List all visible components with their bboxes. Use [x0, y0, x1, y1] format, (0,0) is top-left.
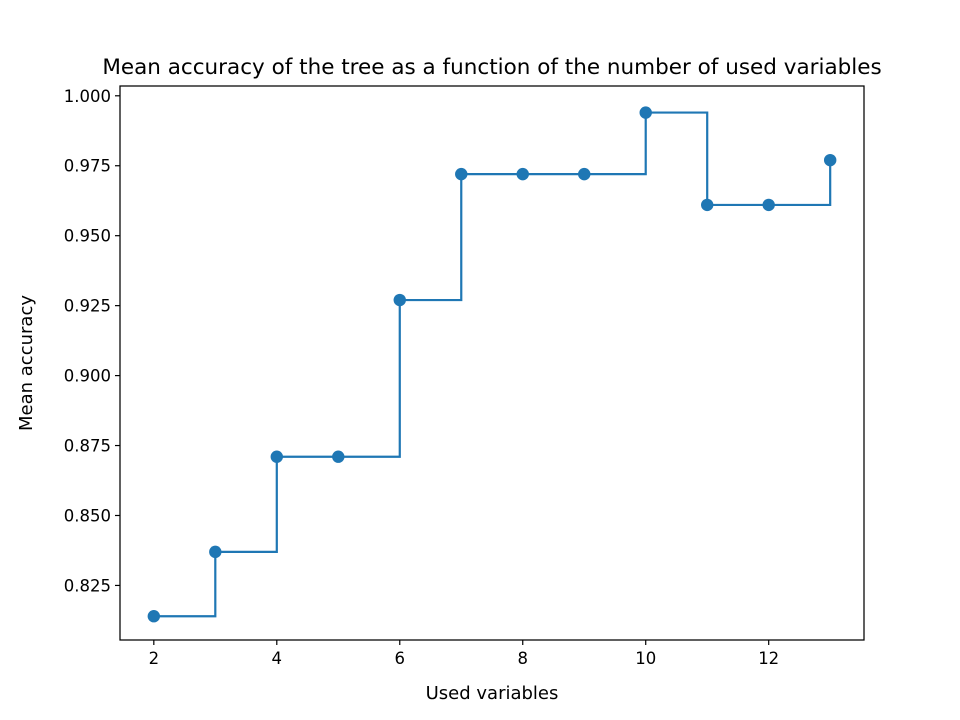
x-axis-label: Used variables — [426, 683, 559, 704]
data-point-11 — [701, 198, 714, 212]
data-point-7 — [455, 167, 468, 181]
data-point-8 — [516, 167, 529, 181]
data-point-10 — [639, 106, 652, 119]
data-point-2 — [147, 610, 161, 623]
data-point-3 — [209, 545, 222, 559]
data-point-12 — [762, 198, 775, 212]
x-tick-label: 6 — [395, 649, 406, 668]
x-tick-label: 4 — [272, 649, 283, 668]
data-point-5 — [332, 450, 345, 463]
y-tick-label: 1.000 — [64, 87, 111, 106]
y-tick-label: 0.925 — [64, 297, 111, 316]
x-tick-label: 2 — [149, 649, 160, 668]
y-tick-label: 0.975 — [64, 157, 111, 176]
axes-frame — [119, 85, 865, 641]
x-tick-label: 12 — [758, 649, 779, 668]
y-tick-label: 0.850 — [64, 506, 111, 525]
data-point-9 — [578, 167, 591, 181]
y-axis-label: Mean accuracy — [16, 295, 37, 431]
data-point-13 — [823, 153, 837, 167]
y-tick-label: 0.900 — [64, 367, 111, 386]
y-tick-label: 0.875 — [64, 437, 111, 456]
data-point-6 — [393, 293, 406, 307]
y-tick-label: 0.825 — [64, 576, 111, 595]
plot-area — [147, 106, 837, 623]
y-axis-ticks: 0.825 0.850 0.875 0.900 0.925 0.950 0.975 1.000 — [64, 87, 120, 595]
chart-title: Mean accuracy of the tree as a function … — [102, 55, 881, 80]
data-point-4 — [270, 450, 283, 463]
y-tick-label: 0.950 — [64, 227, 111, 246]
x-axis-ticks: 2 4 6 8 10 12 — [149, 640, 779, 668]
x-tick-label: 10 — [635, 649, 656, 668]
x-tick-label: 8 — [517, 649, 528, 668]
